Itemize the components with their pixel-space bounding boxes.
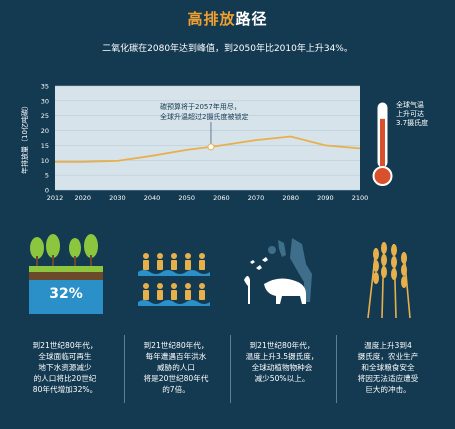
x-tick-2090: 2090: [317, 194, 334, 202]
card-groundwater-text: 到21世纪80年代， 全球面临可再生 地下水资源减少 的人口将比20世纪 80年…: [15, 340, 115, 395]
x-tick-2020: 2020: [74, 194, 91, 202]
y-tick-5: 5: [45, 172, 49, 180]
x-tick-2040: 2040: [144, 194, 161, 202]
plot-background: [55, 86, 360, 190]
x-tick-2070: 2070: [248, 194, 265, 202]
card-3-line-4: 减少50%以上。: [254, 374, 310, 383]
x-tick-2080: 2080: [282, 194, 299, 202]
page-subtitle: 二氧化碳在2080年达到峰值，到2050年比2010年上升34%。: [102, 44, 353, 54]
card-2-line-1: 到21世纪80年代，: [143, 341, 209, 350]
card-2-line-5: 的7倍。: [162, 385, 190, 394]
carbon-budget-marker: [207, 143, 215, 151]
card-3-line-1: 到21世纪80年代，: [249, 341, 315, 350]
card-groundwater: 32% 到21世纪80年代， 全球面临可再生 地下水资源减少 的人口将比20世纪…: [15, 228, 115, 428]
y-tick-15: 15: [41, 142, 49, 150]
card-3-line-3: 全球动植物物种会: [251, 363, 313, 372]
thermometer-line-2: 上升可达: [396, 110, 424, 118]
flood-people-icon: [138, 253, 210, 306]
card-4-line-2: 摄氏度，农业生产: [357, 352, 419, 361]
grid-lines: [55, 85, 360, 191]
card-wildlife: 到21世纪80年代， 温度上升3.5摄氏度， 全球动植物物种会 减少50%以上。: [232, 228, 332, 428]
card-wheat: 温度上升3到4 摄氏度，农业生产 和全球粮食安全 将因无法适应遭受 巨大的冲击。: [338, 228, 438, 428]
thermometer-icon: [372, 101, 393, 186]
card-flood: 到21世纪80年代， 每年遭遇百年洪水 威胁的人口 将是20世纪80年代 的7倍…: [126, 228, 226, 428]
y-tick-25: 25: [41, 112, 49, 120]
thermometer-line-3: 3.7摄氏度: [396, 119, 429, 127]
wildlife-icon: [244, 238, 312, 304]
x-tick-2100: 2100: [352, 194, 369, 202]
card-1-line-1: 到21世纪80年代，: [32, 341, 98, 350]
y-tick-35: 35: [41, 83, 49, 91]
impact-cards: 32% 到21世纪80年代， 全球面临可再生 地下水资源减少 的人口将比20世纪…: [0, 228, 455, 428]
card-4-line-5: 巨大的冲击。: [365, 385, 411, 394]
card-divider-1: [124, 335, 125, 403]
thermometer-label: 全球气温 上升可达 3.7摄氏度: [396, 101, 454, 128]
card-2-line-4: 将是20世纪80年代: [143, 374, 209, 383]
y-tick-10: 10: [41, 157, 49, 165]
wheat-icon: [367, 241, 411, 319]
y-axis-label: 年排放量（10亿吨碳）: [20, 102, 29, 174]
title-accent: 高排放: [187, 9, 236, 28]
card-2-line-2: 每年遭遇百年洪水: [145, 352, 207, 361]
page-title: 高排放 路径: [0, 0, 455, 36]
title-rest: 路径: [235, 9, 268, 28]
y-tick-20: 20: [41, 127, 49, 135]
card-divider-2: [230, 335, 231, 403]
thermometer-line-1: 全球气温: [396, 101, 424, 109]
card-4-line-1: 温度上升3到4: [364, 341, 412, 350]
card-4-line-3: 和全球粮食安全: [361, 363, 415, 372]
annotation-line-1: 碳预算将于2057年用尽，: [160, 102, 241, 111]
card-divider-3: [336, 335, 337, 403]
x-tick-2030: 2030: [109, 194, 126, 202]
x-tick-labels: 2012 2020 2030 2040 2050 2060 2070 2080 2090 2100: [47, 194, 369, 202]
card-1-line-2: 全球面临可再生: [38, 352, 92, 361]
card-flood-text: 到21世纪80年代， 每年遭遇百年洪水 威胁的人口 将是20世纪80年代 的7倍…: [126, 340, 226, 395]
groundwater-trees-icon: [29, 234, 103, 314]
x-tick-2060: 2060: [213, 194, 230, 202]
groundwater-badge: 32%: [49, 286, 83, 302]
card-2-line-3: 威胁的人口: [157, 363, 195, 372]
emissions-chart: 0 5 10 15 20 25 30 35 2012 2020 2030 2040 2050 2060 2…: [0, 78, 455, 213]
card-3-line-2: 温度上升3.5摄氏度，: [245, 352, 319, 361]
card-1-line-4: 的人口将比20世纪: [33, 374, 97, 383]
card-wildlife-text: 到21世纪80年代， 温度上升3.5摄氏度， 全球动植物物种会 减少50%以上。: [232, 340, 332, 384]
x-tick-2050: 2050: [178, 194, 195, 202]
card-1-line-3: 地下水资源减少: [38, 363, 92, 372]
x-tick-2012: 2012: [47, 194, 64, 202]
card-wheat-text: 温度上升3到4 摄氏度，农业生产 和全球粮食安全 将因无法适应遭受 巨大的冲击。: [338, 340, 438, 395]
card-4-line-4: 将因无法适应遭受: [357, 374, 419, 383]
y-tick-30: 30: [41, 97, 49, 105]
card-1-line-5: 80年代增加32%。: [32, 385, 98, 394]
y-tick-labels: 0 5 10 15 20 25 30 35: [41, 83, 49, 195]
y-tick-0: 0: [45, 187, 49, 195]
annotation-line-2: 全球升温超过2摄氏度被锁定: [160, 112, 248, 121]
